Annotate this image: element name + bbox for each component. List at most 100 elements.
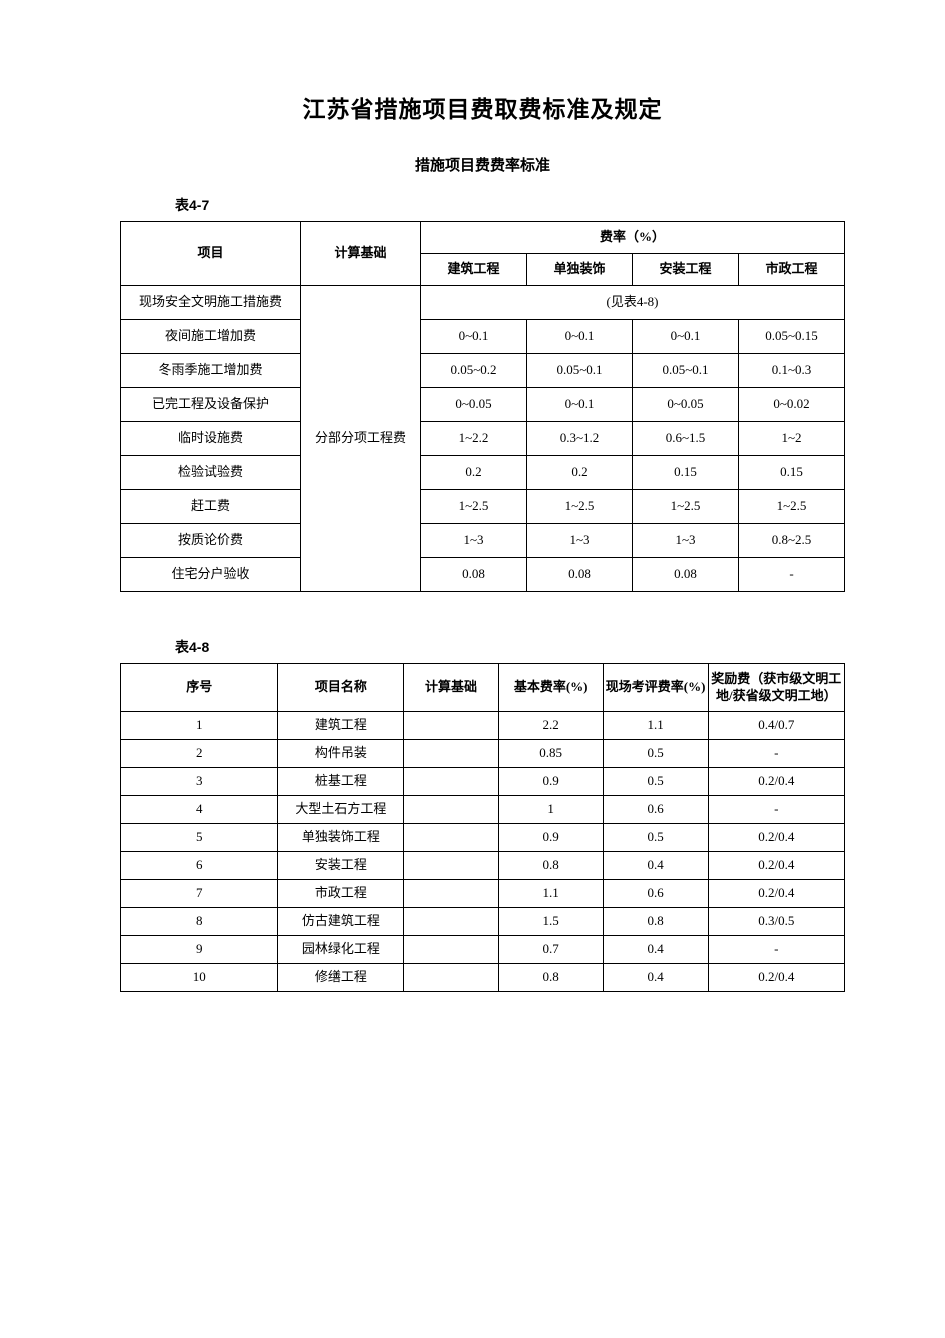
t47-cell: 1~3: [421, 524, 527, 558]
t47-cell-name: 检验试验费: [121, 456, 301, 490]
table-row: 现场安全文明施工措施费 分部分项工程费 (见表4-8): [121, 286, 845, 320]
t48-cell: [404, 908, 498, 936]
t47-cell-name: 夜间施工增加费: [121, 320, 301, 354]
t48-cell: 0.2/0.4: [708, 964, 844, 992]
t47-cell: 0.15: [633, 456, 739, 490]
t47-cell: 0.2: [527, 456, 633, 490]
t48-cell: 7: [121, 880, 278, 908]
t48-cell: 4: [121, 796, 278, 824]
t48-cell: 0.2/0.4: [708, 852, 844, 880]
t48-cell: 0.8: [498, 964, 603, 992]
t48-cell: 构件吊装: [278, 740, 404, 768]
t47-cell: 0.05~0.15: [739, 320, 845, 354]
t47-cell: 0~0.05: [633, 388, 739, 422]
t47-header-project: 项目: [121, 222, 301, 286]
t48-cell: 0.9: [498, 768, 603, 796]
t47-cell: 0.05~0.1: [527, 354, 633, 388]
t47-cell: 0.8~2.5: [739, 524, 845, 558]
t48-cell: 0.6: [603, 880, 708, 908]
t47-cell: 0~0.1: [527, 320, 633, 354]
t48-cell: 0.2/0.4: [708, 768, 844, 796]
t47-cell-name: 冬雨季施工增加费: [121, 354, 301, 388]
t48-cell: [404, 796, 498, 824]
t48-cell: [404, 964, 498, 992]
table47-label: 表4-7: [175, 195, 845, 215]
t47-cell: 1~2.5: [527, 490, 633, 524]
t48-cell: [404, 824, 498, 852]
t48-cell: 0.5: [603, 768, 708, 796]
table-row: 3 桩基工程 0.9 0.5 0.2/0.4: [121, 768, 845, 796]
t48-cell: 0.8: [603, 908, 708, 936]
t47-cell: 0~0.1: [633, 320, 739, 354]
table48-label: 表4-8: [175, 637, 845, 657]
t47-cell: 0~0.02: [739, 388, 845, 422]
table-48: 序号 项目名称 计算基础 基本费率(%) 现场考评费率(%) 奖励费（获市级文明…: [120, 663, 845, 992]
t47-cell: 1~3: [527, 524, 633, 558]
t47-cell: 0.08: [527, 558, 633, 592]
table-row: 1 建筑工程 2.2 1.1 0.4/0.7: [121, 712, 845, 740]
t48-cell: -: [708, 740, 844, 768]
t48-cell: 0.7: [498, 936, 603, 964]
t47-cell-basis: 分部分项工程费: [301, 286, 421, 592]
t47-header-c2: 单独装饰: [527, 254, 633, 286]
page-subtitle: 措施项目费费率标准: [120, 154, 845, 175]
t47-cell: 1~2: [739, 422, 845, 456]
table-row: 住宅分户验收 0.08 0.08 0.08 -: [121, 558, 845, 592]
t48-cell: [404, 880, 498, 908]
t48-cell: 0.8: [498, 852, 603, 880]
page-title: 江苏省措施项目费取费标准及规定: [120, 90, 845, 124]
table-row: 4 大型土石方工程 1 0.6 -: [121, 796, 845, 824]
t47-cell-name: 已完工程及设备保护: [121, 388, 301, 422]
t48-cell: 6: [121, 852, 278, 880]
table-row: 8 仿古建筑工程 1.5 0.8 0.3/0.5: [121, 908, 845, 936]
t47-cell-name: 赶工费: [121, 490, 301, 524]
t47-cell-name: 临时设施费: [121, 422, 301, 456]
t47-cell: 0~0.1: [421, 320, 527, 354]
t47-cell: 0.1~0.3: [739, 354, 845, 388]
t48-cell: 0.4: [603, 964, 708, 992]
t48-header-eval: 现场考评费率(%): [603, 664, 708, 712]
t48-cell: [404, 712, 498, 740]
t47-cell-name: 住宅分户验收: [121, 558, 301, 592]
table-row: 7 市政工程 1.1 0.6 0.2/0.4: [121, 880, 845, 908]
t48-cell: 建筑工程: [278, 712, 404, 740]
t47-cell: 0.3~1.2: [527, 422, 633, 456]
t48-cell: 市政工程: [278, 880, 404, 908]
t48-cell: 桩基工程: [278, 768, 404, 796]
t47-header-c3: 安装工程: [633, 254, 739, 286]
t47-header-rategroup: 费率（%）: [421, 222, 845, 254]
t48-cell: 0.85: [498, 740, 603, 768]
t47-cell: 1~2.5: [739, 490, 845, 524]
t47-header-basis: 计算基础: [301, 222, 421, 286]
t48-cell: 1: [121, 712, 278, 740]
t48-cell: 0.6: [603, 796, 708, 824]
t47-cell: 0.08: [633, 558, 739, 592]
t48-cell: 9: [121, 936, 278, 964]
t47-cell: 0.15: [739, 456, 845, 490]
t48-cell: 1.5: [498, 908, 603, 936]
t48-cell: 0.2/0.4: [708, 880, 844, 908]
t48-cell: [404, 936, 498, 964]
t48-cell: [404, 768, 498, 796]
t48-cell: 0.3/0.5: [708, 908, 844, 936]
t48-cell: 0.4: [603, 936, 708, 964]
t47-cell: -: [739, 558, 845, 592]
table-row: 9 园林绿化工程 0.7 0.4 -: [121, 936, 845, 964]
t48-cell: 0.4/0.7: [708, 712, 844, 740]
t48-cell: 10: [121, 964, 278, 992]
t48-cell: -: [708, 936, 844, 964]
t48-cell: 0.4: [603, 852, 708, 880]
t47-cell: 1~3: [633, 524, 739, 558]
table-row: 按质论价费 1~3 1~3 1~3 0.8~2.5: [121, 524, 845, 558]
t47-cell: 0.08: [421, 558, 527, 592]
table-row: 已完工程及设备保护 0~0.05 0~0.1 0~0.05 0~0.02: [121, 388, 845, 422]
t48-cell: 0.2/0.4: [708, 824, 844, 852]
t47-cell: 0.6~1.5: [633, 422, 739, 456]
t47-cell-name: 现场安全文明施工措施费: [121, 286, 301, 320]
t48-cell: 大型土石方工程: [278, 796, 404, 824]
t48-header-seq: 序号: [121, 664, 278, 712]
table-row: 赶工费 1~2.5 1~2.5 1~2.5 1~2.5: [121, 490, 845, 524]
t48-header-bonus: 奖励费（获市级文明工地/获省级文明工地）: [708, 664, 844, 712]
table-row: 冬雨季施工增加费 0.05~0.2 0.05~0.1 0.05~0.1 0.1~…: [121, 354, 845, 388]
table-row: 6 安装工程 0.8 0.4 0.2/0.4: [121, 852, 845, 880]
